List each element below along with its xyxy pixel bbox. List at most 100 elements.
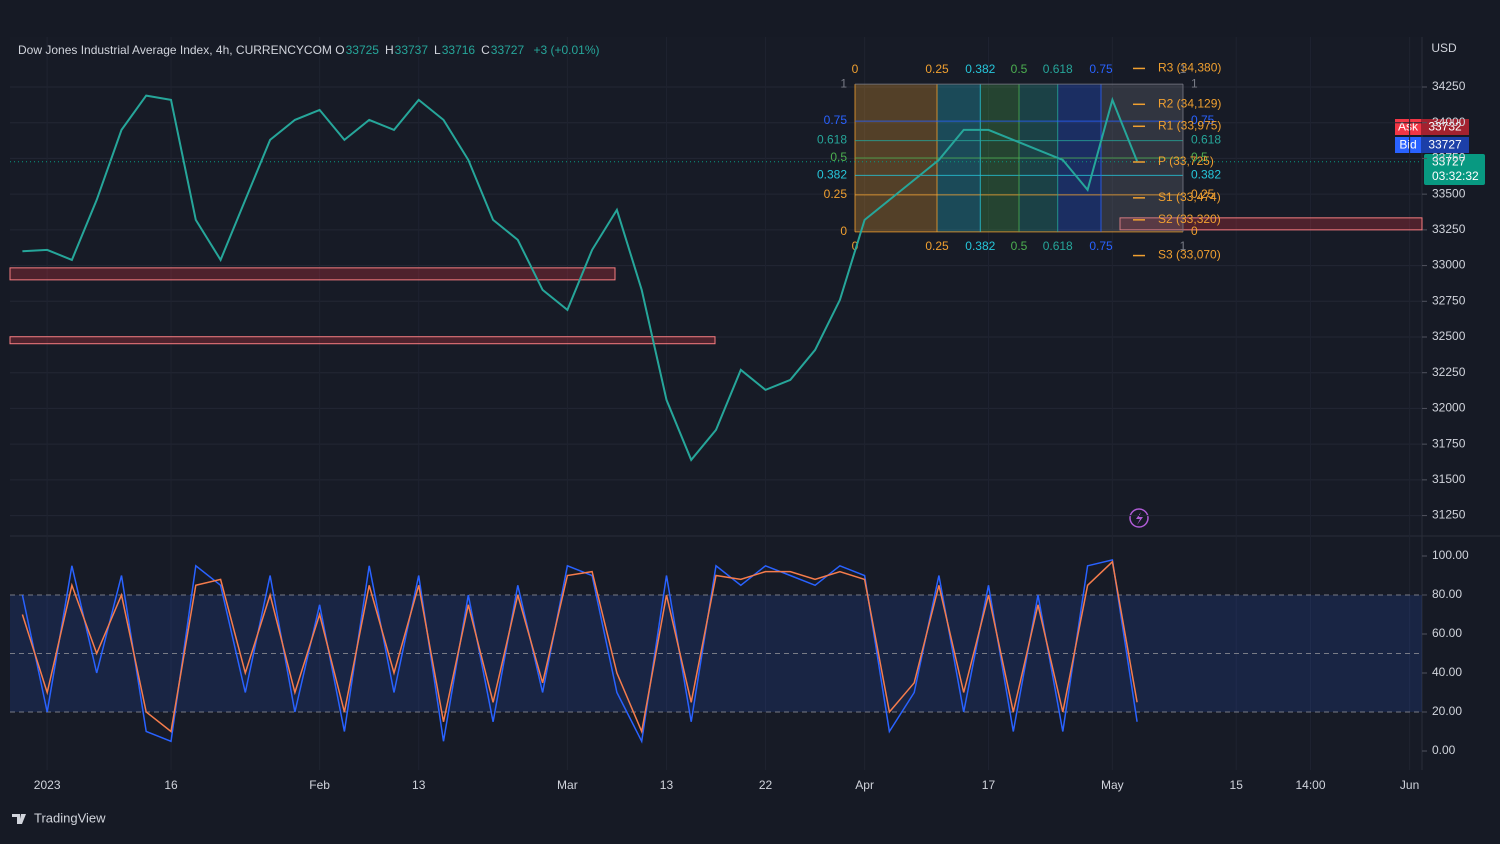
countdown: 03:32:32	[1432, 169, 1479, 183]
fib-right-label: 1	[1191, 76, 1198, 90]
brand: TradingView	[34, 810, 106, 825]
y-tick-label: 32000	[1432, 401, 1466, 415]
ohlc-value: 33727	[490, 43, 525, 57]
y-tick-label: 31500	[1432, 472, 1466, 486]
y-tick-label: 20.00	[1432, 704, 1462, 718]
x-tick-label: Mar	[557, 778, 578, 792]
x-tick-label: May	[1101, 778, 1124, 792]
fib-top-label: 0.75	[1089, 62, 1113, 76]
fib-top-label: 0.25	[925, 62, 949, 76]
fib-right-label: 0.75	[1191, 113, 1215, 127]
fib-left-label: 0.382	[817, 168, 847, 182]
zone	[9, 336, 716, 345]
fib-bottom-label: 0.25	[925, 239, 949, 253]
x-tick-label: 2023	[34, 778, 61, 792]
ohlc-label: C	[481, 43, 490, 57]
currency: USD	[1431, 41, 1457, 55]
fib-right-label: 0.25	[1191, 187, 1215, 201]
pivot-label: S2 (33,320)	[1158, 212, 1221, 226]
y-tick-label: 33000	[1432, 258, 1466, 272]
fib-top-label: 1	[1180, 62, 1187, 76]
x-tick-label: 14:00	[1296, 778, 1326, 792]
y-tick-label: 31750	[1432, 436, 1466, 450]
fib-bottom-label: 0	[852, 239, 859, 253]
fib-bottom-label: 0.382	[965, 239, 995, 253]
fib-left-label: 1	[840, 76, 847, 90]
ohlc-value: 33716	[441, 43, 476, 57]
brand-logo	[12, 814, 26, 824]
ask-price: 33732	[1428, 120, 1462, 134]
x-tick-label: 13	[412, 778, 426, 792]
stoch-line	[21, 560, 1138, 735]
symbol: Dow Jones Industrial Average Index, 4h, …	[18, 43, 332, 57]
y-tick-label: 80.00	[1432, 587, 1462, 601]
y-tick-label: 33250	[1432, 222, 1466, 236]
y-tick-label: 33750	[1432, 151, 1466, 165]
y-tick-label: 32250	[1432, 365, 1466, 379]
y-tick-label: 40.00	[1432, 665, 1462, 679]
bid-price: 33727	[1428, 138, 1462, 152]
y-tick-label: 31250	[1432, 508, 1466, 522]
x-tick-label: Apr	[855, 778, 874, 792]
bid-box	[1421, 137, 1469, 153]
last-price-box	[1424, 154, 1485, 185]
y-tick-label: 34000	[1432, 115, 1466, 129]
stoch-line	[21, 558, 1138, 744]
plot-bg	[10, 37, 1422, 770]
fib-right-label: 0.382	[1191, 168, 1221, 182]
fib-right-label: 0.618	[1191, 133, 1221, 147]
x-tick-label: 22	[759, 778, 773, 792]
ask-box	[1421, 119, 1469, 135]
x-tick-label: Feb	[309, 778, 330, 792]
fib-right-label: 0	[1191, 224, 1198, 238]
fib-top-label: 0.618	[1043, 62, 1073, 76]
fib-left-label: 0.618	[817, 133, 847, 147]
y-tick-label: 33500	[1432, 186, 1466, 200]
pivot-label: R1 (33,975)	[1158, 118, 1221, 132]
alert-icon[interactable]	[1129, 508, 1149, 528]
y-tick-label: 0.00	[1432, 743, 1456, 757]
x-tick-label: 17	[982, 778, 996, 792]
fib-right-label: 0.5	[1191, 150, 1208, 164]
ask-label: Ask	[1398, 120, 1419, 134]
x-tick-label: Jun	[1400, 778, 1419, 792]
x-tick-label: 13	[660, 778, 674, 792]
fib-left-label: 0.75	[824, 113, 848, 127]
pivot-label: S3 (33,070)	[1158, 248, 1221, 262]
fib-top-label: 0.382	[965, 62, 995, 76]
ohlc-label: H	[384, 43, 394, 57]
fib-left-label: 0.5	[830, 150, 847, 164]
ohlc-label: O	[335, 43, 345, 57]
alert-bolt	[1136, 512, 1143, 525]
x-tick-label: 16	[164, 778, 178, 792]
last-price: 33727	[1432, 155, 1466, 169]
pivot-label: R2 (34,129)	[1158, 96, 1221, 110]
fib-left-label: 0.25	[824, 187, 848, 201]
change: +3 (+0.01%)	[533, 43, 600, 57]
fib-bottom-label: 1	[1180, 239, 1187, 253]
fib-bottom-label: 0.5	[1011, 239, 1028, 253]
y-tick-label: 34250	[1432, 79, 1466, 93]
pivot-label: R3 (34,380)	[1158, 61, 1221, 75]
y-tick-label: 60.00	[1432, 626, 1462, 640]
price-line	[22, 94, 1139, 462]
ohlc: O33725 H33737 L33716 C33727	[335, 43, 530, 57]
zone	[9, 267, 616, 281]
ohlc-label: L	[434, 43, 441, 57]
zone	[1119, 217, 1423, 231]
fib-top-label: 0	[852, 62, 859, 76]
y-tick-label: 32750	[1432, 293, 1466, 307]
ohlc-value: 33725	[345, 43, 379, 57]
bid-tag	[1395, 137, 1421, 153]
x-tick-label: 15	[1230, 778, 1244, 792]
legend-header: Dow Jones Industrial Average Index, 4h, …	[18, 43, 606, 57]
y-tick-label: 100.00	[1432, 548, 1469, 562]
pivot-label: P (33,725)	[1158, 154, 1214, 168]
fib-left-label: 0	[840, 224, 847, 238]
bid-label: Bid	[1399, 138, 1416, 152]
fib-top-label: 0.5	[1011, 62, 1028, 76]
pivot-label: S1 (33,474)	[1158, 190, 1221, 204]
y-tick-label: 32500	[1432, 329, 1466, 343]
